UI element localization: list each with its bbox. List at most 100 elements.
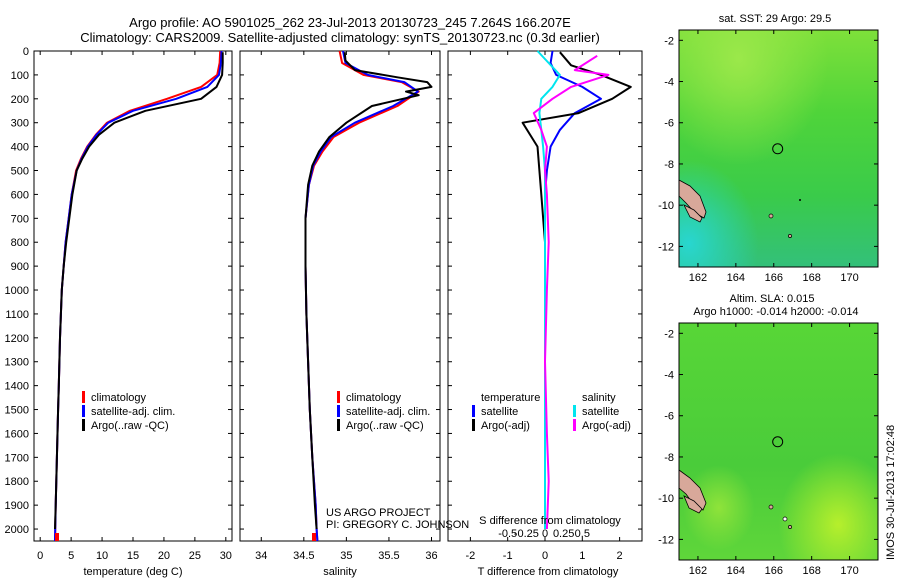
- map-y-tick-label: -8: [664, 159, 674, 171]
- depth-tick-label: 900: [11, 261, 29, 273]
- pi-label: PI: GREGORY C. JOHNSON: [326, 519, 469, 531]
- legend-swatch-sal-satellite: [573, 405, 576, 417]
- x-tick-label: 20: [158, 550, 170, 562]
- map-y-tick-label: -6: [664, 411, 674, 423]
- depth-tick-label: 1700: [5, 452, 29, 464]
- legend-label-argo: Argo(..raw -QC): [91, 420, 169, 432]
- sst-map-axes: 162 164 166 168 170 -2 -4 -6 -8 -10 -12: [658, 30, 878, 284]
- x-tick-label: 10: [96, 550, 108, 562]
- depth-tick-label: 800: [11, 237, 29, 249]
- sst-cool-patch: [679, 30, 878, 267]
- sst-map-title: sat. SST: 29 Argo: 29.5: [719, 13, 832, 25]
- legend-label-satellite: satellite-adj. clim.: [91, 406, 175, 418]
- depth-tick-label: 1100: [5, 309, 29, 321]
- x-tick-label: 15: [127, 550, 139, 562]
- island-landmass: [678, 469, 707, 511]
- x-tick-label: 0: [37, 550, 43, 562]
- timestamp: IMOS 30-Jul-2013 17:02:48: [885, 425, 897, 560]
- map-x-tick-label: 170: [840, 272, 858, 284]
- map-y-tick-label: -4: [664, 370, 674, 382]
- map-x-tick-label: 168: [802, 272, 820, 284]
- map-y-tick-label: -10: [658, 200, 674, 212]
- sla-map-title-line1: Altim. SLA: 0.015: [730, 293, 815, 305]
- top-tick-label: 0: [542, 528, 548, 540]
- x-tick-label: 1: [579, 550, 585, 562]
- island-landmass: [683, 204, 703, 223]
- depth-tick-label: 1400: [5, 381, 29, 393]
- island-small: [768, 504, 774, 510]
- project-label: US ARGO PROJECT: [326, 507, 431, 519]
- argo-position-marker: [772, 436, 784, 448]
- legend-title-temperature: temperature: [481, 392, 540, 404]
- map-y-tick-label: -12: [658, 241, 674, 253]
- series-line: [532, 54, 610, 530]
- map-x-tick-label: 164: [727, 565, 745, 577]
- map-x-tick-label: 162: [689, 565, 707, 577]
- depth-axis: 0 100 200 300 400 500 600 700 800 900 1000 1100 1200…: [5, 46, 29, 536]
- legend-label-climatology: climatology: [91, 392, 147, 404]
- x-tick-label: 0: [542, 550, 548, 562]
- temperature-plot: 0 5 10 15 20 25 30: [34, 50, 232, 562]
- top-tick-label: 0.5: [575, 528, 590, 540]
- temperature-panel: [33, 50, 233, 542]
- depth-tick-label: 1600: [5, 428, 29, 440]
- temperature-xlabel: temperature (deg C): [83, 566, 182, 578]
- x-tick-label: 2: [617, 550, 623, 562]
- series-line: [304, 52, 433, 530]
- sla-map: 162 164 166 168 170 -2 -4 -6 -8 -10 -12: [658, 322, 879, 577]
- sst-map: 162 164 166 168 170 -2 -4 -6 -8 -10 -12: [658, 29, 879, 284]
- depth-tick-label: 600: [11, 189, 29, 201]
- depth-tick-label: 700: [11, 213, 29, 225]
- depth-tick-label: 500: [11, 166, 29, 178]
- depth-tick-label: 0: [23, 46, 29, 58]
- x-tick-label: 30: [220, 550, 232, 562]
- map-y-tick-label: -10: [658, 493, 674, 505]
- depth-tick-label: 1000: [5, 285, 29, 297]
- x-tick-label: 5: [68, 550, 74, 562]
- difference-xlabel: T difference from climatology: [478, 566, 619, 578]
- legend-swatch-climatology: [82, 391, 85, 403]
- x-tick-label: 25: [189, 550, 201, 562]
- series-line: [54, 52, 224, 530]
- depth-tick-label: 1900: [5, 500, 29, 512]
- map-y-tick-label: -8: [664, 452, 674, 464]
- legend-swatch-sal-argo: [573, 419, 576, 431]
- legend-label-temp-satellite: satellite: [481, 406, 518, 418]
- legend-label-sal-satellite: satellite: [582, 406, 619, 418]
- legend-swatch-satellite: [82, 405, 85, 417]
- x-tick-label: 34: [255, 550, 267, 562]
- map-y-tick-label: -4: [664, 77, 674, 89]
- legend-swatch-argo: [337, 419, 340, 431]
- island-landmass: [683, 495, 703, 514]
- legend-swatch-satellite: [337, 405, 340, 417]
- depth-tick-label: 1300: [5, 357, 29, 369]
- depth-tick-label: 400: [11, 142, 29, 154]
- difference-xlabel-top: S difference from climatology: [479, 515, 621, 527]
- x-tick-label: -2: [465, 550, 475, 562]
- salinity-xlabel: salinity: [323, 566, 357, 578]
- legend-label-argo: Argo(..raw -QC): [346, 420, 424, 432]
- legend-label-satellite: satellite-adj. clim.: [346, 406, 430, 418]
- legend-label-temp-argo: Argo(-adj): [481, 420, 530, 432]
- island-small: [788, 525, 792, 529]
- map-x-tick-label: 166: [765, 272, 783, 284]
- island-landmass: [678, 179, 707, 219]
- salinity-legend: climatology satellite-adj. clim. Argo(..…: [337, 391, 430, 432]
- map-y-tick-label: -2: [664, 328, 674, 340]
- map-x-tick-label: 168: [802, 565, 820, 577]
- map-x-tick-label: 166: [765, 565, 783, 577]
- argo-position-marker: [772, 143, 784, 155]
- x-tick-label: 36: [425, 550, 437, 562]
- top-tick-label: 0.25: [553, 528, 574, 540]
- legend-swatch-temp-satellite: [472, 405, 475, 417]
- map-y-tick-label: -2: [664, 35, 674, 47]
- depth-tick-label: 1800: [5, 476, 29, 488]
- sla-map-axes: 162 164 166 168 170 -2 -4 -6 -8 -10 -12: [658, 323, 878, 577]
- legend-swatch-temp-argo: [472, 419, 475, 431]
- map-x-tick-label: 162: [689, 272, 707, 284]
- sst-map-frame: [678, 29, 879, 268]
- x-tick-label: 35: [340, 550, 352, 562]
- map-y-tick-label: -12: [658, 534, 674, 546]
- island-small: [768, 213, 774, 219]
